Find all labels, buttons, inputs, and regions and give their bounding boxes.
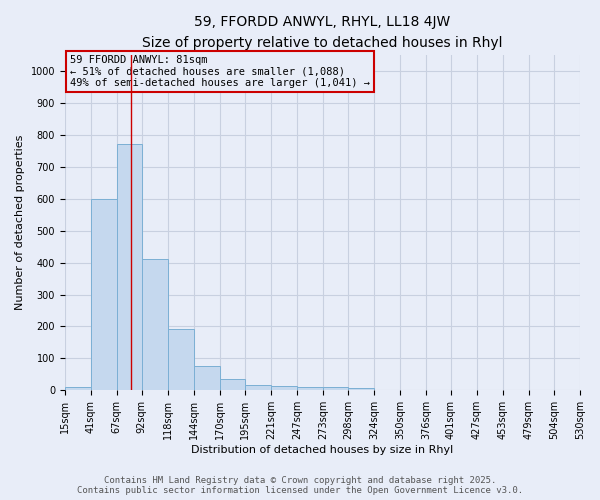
Bar xyxy=(220,378,245,390)
Y-axis label: Number of detached properties: Number of detached properties xyxy=(15,135,25,310)
Bar xyxy=(271,386,297,390)
Title: 59, FFORDD ANWYL, RHYL, LL18 4JW
Size of property relative to detached houses in: 59, FFORDD ANWYL, RHYL, LL18 4JW Size of… xyxy=(142,15,503,50)
Bar xyxy=(117,144,142,390)
Bar xyxy=(348,388,374,390)
X-axis label: Distribution of detached houses by size in Rhyl: Distribution of detached houses by size … xyxy=(191,445,454,455)
Bar xyxy=(194,366,220,390)
Bar xyxy=(245,384,271,390)
Bar xyxy=(142,260,168,390)
Bar xyxy=(323,386,348,390)
Text: 59 FFORDD ANWYL: 81sqm
← 51% of detached houses are smaller (1,088)
49% of semi-: 59 FFORDD ANWYL: 81sqm ← 51% of detached… xyxy=(70,55,370,88)
Bar xyxy=(91,198,117,390)
Bar xyxy=(65,386,91,390)
Bar xyxy=(168,328,194,390)
Text: Contains HM Land Registry data © Crown copyright and database right 2025.
Contai: Contains HM Land Registry data © Crown c… xyxy=(77,476,523,495)
Bar xyxy=(297,386,323,390)
